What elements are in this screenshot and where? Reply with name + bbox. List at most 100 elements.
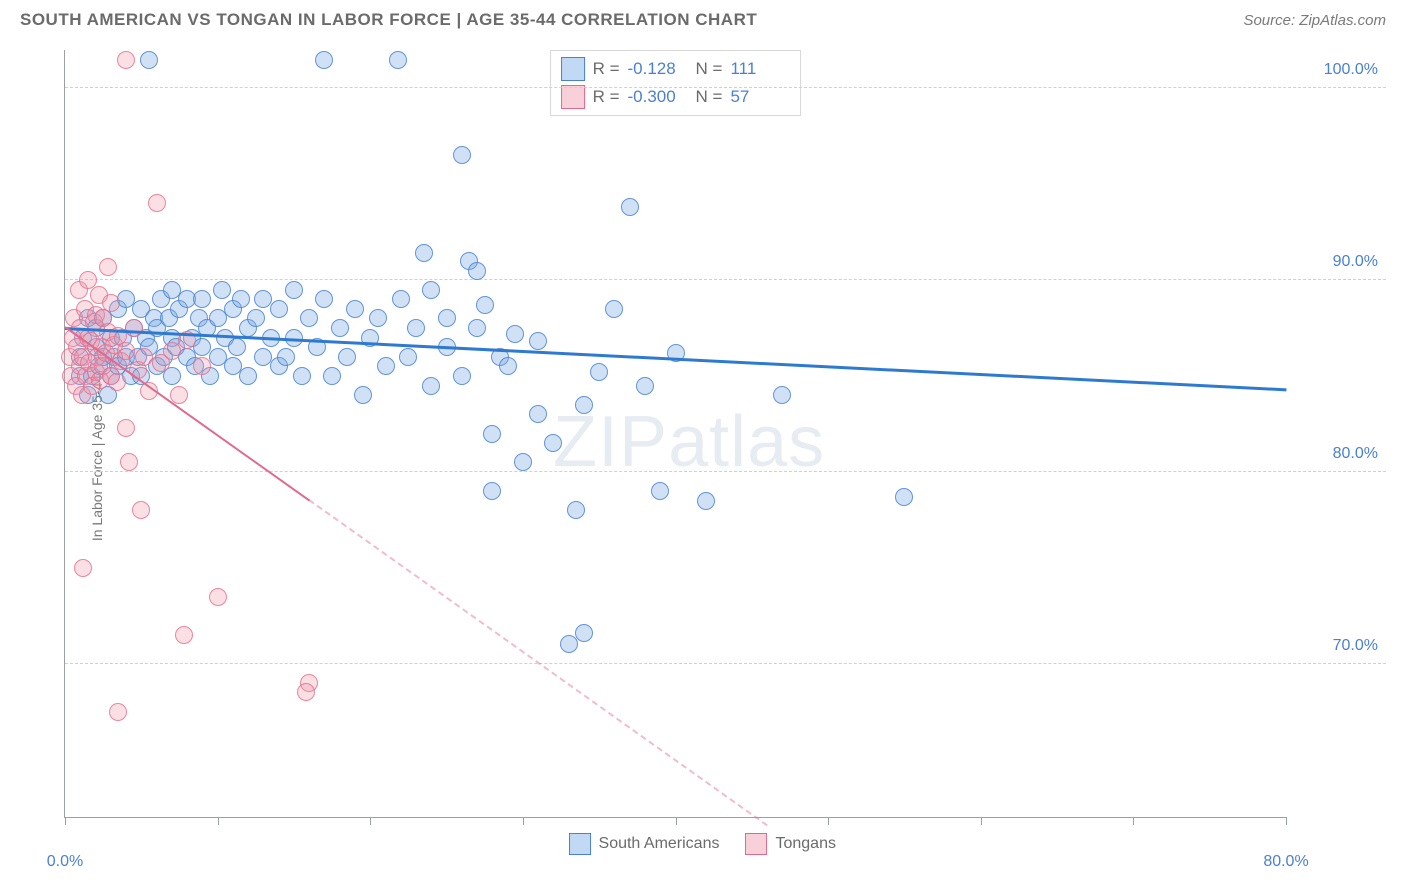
data-point — [163, 342, 181, 360]
data-point — [293, 367, 311, 385]
data-point — [170, 386, 188, 404]
data-point — [636, 377, 654, 395]
data-point — [346, 300, 364, 318]
chart-container: In Labor Force | Age 35-44 ZIPatlas R = … — [20, 44, 1386, 872]
x-tick — [828, 817, 829, 825]
data-point — [117, 51, 135, 69]
x-tick — [218, 817, 219, 825]
legend-label: South Americans — [599, 835, 720, 853]
data-point — [468, 319, 486, 337]
data-point — [331, 319, 349, 337]
data-point — [499, 357, 517, 375]
data-point — [483, 482, 501, 500]
data-point — [697, 492, 715, 510]
data-point — [140, 51, 158, 69]
data-point — [621, 198, 639, 216]
x-tick-label: 0.0% — [47, 853, 83, 871]
data-point — [323, 367, 341, 385]
data-point — [389, 51, 407, 69]
x-tick — [370, 817, 371, 825]
data-point — [560, 635, 578, 653]
data-point — [422, 377, 440, 395]
data-point — [108, 373, 126, 391]
n-value: 111 — [730, 59, 790, 79]
data-point — [125, 319, 143, 337]
data-point — [506, 325, 524, 343]
legend-stats: R = -0.128 N = 111 R = -0.300 N = 57 — [550, 50, 802, 116]
data-point — [590, 363, 608, 381]
data-point — [247, 309, 265, 327]
data-point — [175, 626, 193, 644]
data-point — [135, 348, 153, 366]
gridline — [65, 663, 1386, 664]
data-point — [297, 683, 315, 701]
data-point — [407, 319, 425, 337]
legend-label: Tongans — [775, 835, 836, 853]
data-point — [315, 51, 333, 69]
legend-item: South Americans — [569, 833, 720, 855]
x-tick — [65, 817, 66, 825]
x-tick — [1133, 817, 1134, 825]
gridline — [65, 279, 1386, 280]
data-point — [148, 194, 166, 212]
n-label: N = — [696, 87, 723, 107]
x-tick — [523, 817, 524, 825]
data-point — [213, 281, 231, 299]
data-point — [239, 367, 257, 385]
x-tick — [981, 817, 982, 825]
data-point — [300, 309, 318, 327]
data-point — [529, 405, 547, 423]
data-point — [354, 386, 372, 404]
y-tick-label: 70.0% — [1333, 637, 1378, 655]
swatch-pink-icon — [561, 85, 585, 109]
data-point — [209, 588, 227, 606]
data-point — [544, 434, 562, 452]
r-value: -0.128 — [628, 59, 688, 79]
data-point — [117, 419, 135, 437]
data-point — [338, 348, 356, 366]
data-point — [228, 338, 246, 356]
data-point — [369, 309, 387, 327]
data-point — [476, 296, 494, 314]
data-point — [193, 357, 211, 375]
x-tick-label: 80.0% — [1263, 853, 1308, 871]
plot-area: ZIPatlas R = -0.128 N = 111 R = -0.300 N… — [64, 50, 1286, 818]
swatch-pink-icon — [745, 833, 767, 855]
data-point — [529, 332, 547, 350]
data-point — [453, 146, 471, 164]
data-point — [773, 386, 791, 404]
data-point — [575, 396, 593, 414]
data-point — [468, 262, 486, 280]
data-point — [483, 425, 501, 443]
data-point — [377, 357, 395, 375]
data-point — [605, 300, 623, 318]
data-point — [109, 703, 127, 721]
swatch-blue-icon — [561, 57, 585, 81]
data-point — [193, 290, 211, 308]
data-point — [102, 294, 120, 312]
y-tick-label: 90.0% — [1333, 253, 1378, 271]
data-point — [120, 453, 138, 471]
x-tick — [676, 817, 677, 825]
data-point — [651, 482, 669, 500]
r-value: -0.300 — [628, 87, 688, 107]
data-point — [567, 501, 585, 519]
chart-header: SOUTH AMERICAN VS TONGAN IN LABOR FORCE … — [0, 0, 1406, 38]
y-tick-label: 100.0% — [1324, 61, 1378, 79]
data-point — [270, 300, 288, 318]
r-label: R = — [593, 87, 620, 107]
data-point — [132, 501, 150, 519]
swatch-blue-icon — [569, 833, 591, 855]
data-point — [277, 348, 295, 366]
data-point — [438, 309, 456, 327]
gridline — [65, 471, 1386, 472]
data-point — [415, 244, 433, 262]
data-point — [315, 290, 333, 308]
data-point — [285, 281, 303, 299]
data-point — [422, 281, 440, 299]
gridline — [65, 87, 1386, 88]
y-tick-label: 80.0% — [1333, 445, 1378, 463]
data-point — [99, 258, 117, 276]
data-point — [74, 559, 92, 577]
data-point — [392, 290, 410, 308]
